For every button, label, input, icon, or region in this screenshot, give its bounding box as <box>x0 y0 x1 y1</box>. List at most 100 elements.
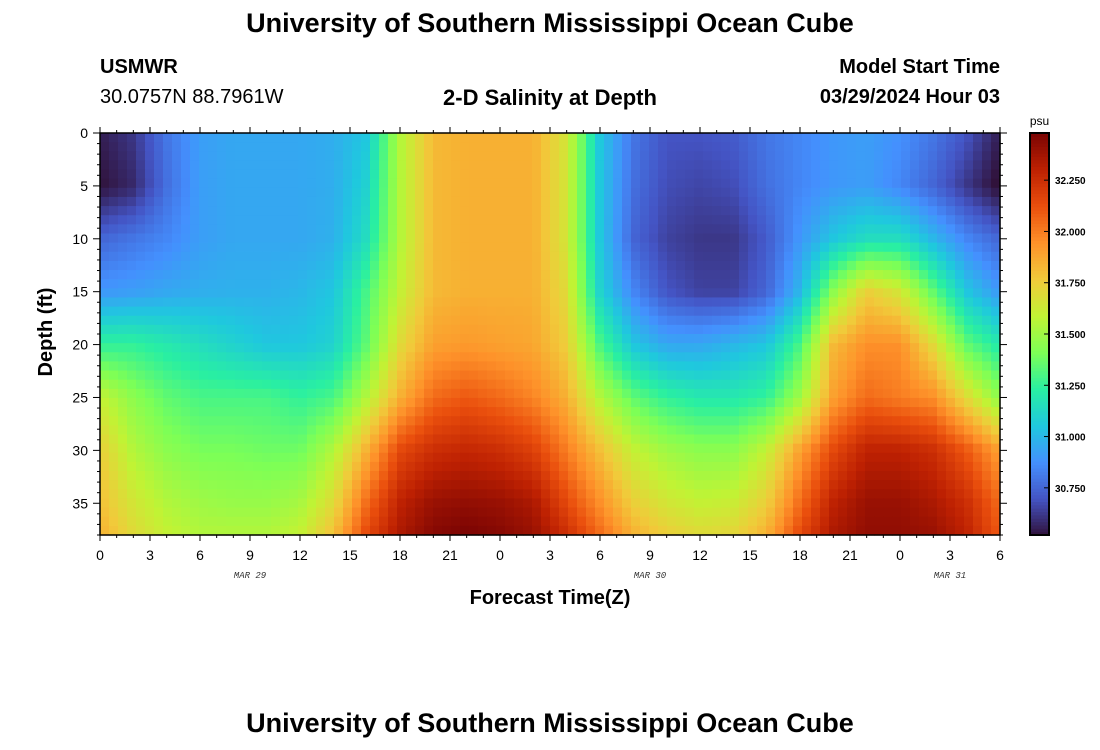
heatmap-cell <box>811 461 821 472</box>
heatmap-cell <box>865 361 875 372</box>
colorbar-swatch <box>1030 263 1049 268</box>
heatmap-cell <box>532 388 542 399</box>
heatmap-cell <box>856 434 866 445</box>
heatmap-cell <box>892 233 902 244</box>
heatmap-cell <box>271 425 281 436</box>
heatmap-cell <box>937 461 947 472</box>
heatmap-cell <box>217 397 227 408</box>
heatmap-cell <box>172 224 182 235</box>
heatmap-cell <box>865 425 875 436</box>
heatmap-cell <box>145 461 155 472</box>
heatmap-cell <box>523 151 533 162</box>
heatmap-cell <box>280 434 290 445</box>
heatmap-cell <box>298 169 308 180</box>
heatmap-cell <box>901 507 911 518</box>
heatmap-cell <box>478 516 488 527</box>
heatmap-cell <box>901 260 911 271</box>
heatmap-cell <box>307 343 317 353</box>
heatmap-cell <box>928 471 938 481</box>
heatmap-cell <box>829 133 839 143</box>
heatmap-cell <box>640 206 650 216</box>
heatmap-cell <box>586 306 596 317</box>
heatmap-cell <box>388 270 398 280</box>
heatmap-cell <box>190 480 200 490</box>
heatmap-cell <box>406 133 416 143</box>
heatmap-cell <box>397 151 407 162</box>
heatmap-cell <box>280 443 290 454</box>
heatmap-cell <box>100 434 110 445</box>
heatmap-cell <box>514 361 524 372</box>
heatmap-cell <box>829 507 839 518</box>
heatmap-cell <box>991 516 1001 527</box>
heatmap-cell <box>955 169 965 180</box>
heatmap-cell <box>181 288 191 299</box>
heatmap-cell <box>775 489 785 500</box>
heatmap-cell <box>658 151 668 162</box>
heatmap-cell <box>136 142 146 152</box>
heatmap-cell <box>559 242 569 253</box>
heatmap-cell <box>541 206 551 216</box>
heatmap-cell <box>451 461 461 472</box>
heatmap-cell <box>523 471 533 481</box>
heatmap-cell <box>874 251 884 262</box>
heatmap-cell <box>118 178 128 189</box>
colorbar-swatch <box>1030 461 1049 466</box>
heatmap-cell <box>631 498 641 509</box>
heatmap-cell <box>784 343 794 353</box>
heatmap-cell <box>532 498 542 509</box>
heatmap-cell <box>433 434 443 445</box>
heatmap-cell <box>172 160 182 171</box>
heatmap-cell <box>991 434 1001 445</box>
heatmap-cell <box>802 133 812 143</box>
heatmap-cell <box>244 151 254 162</box>
heatmap-cell <box>496 388 506 399</box>
heatmap-cell <box>514 288 524 299</box>
heatmap-cell <box>595 397 605 408</box>
heatmap-cell <box>208 196 218 207</box>
heatmap-cell <box>676 233 686 244</box>
heatmap-cell <box>100 407 110 417</box>
heatmap-cell <box>118 270 128 280</box>
heatmap-cell <box>550 379 560 390</box>
heatmap-cell <box>595 151 605 162</box>
heatmap-cell <box>991 443 1001 454</box>
heatmap-cell <box>226 498 236 509</box>
heatmap-cell <box>406 334 416 344</box>
heatmap-cell <box>370 334 380 344</box>
heatmap-cell <box>451 178 461 189</box>
heatmap-cell <box>325 334 335 344</box>
heatmap-cell <box>118 334 128 344</box>
heatmap-cell <box>352 288 362 299</box>
heatmap-cell <box>676 489 686 500</box>
heatmap-cell <box>784 178 794 189</box>
model-start-label: Model Start Time <box>839 56 1000 78</box>
heatmap-cell <box>685 434 695 445</box>
heatmap-cell <box>640 334 650 344</box>
heatmap-cell <box>442 151 452 162</box>
heatmap-cell <box>109 343 119 353</box>
heatmap-cell <box>136 480 146 490</box>
colorbar-swatch <box>1030 501 1049 506</box>
heatmap-cell <box>172 489 182 500</box>
heatmap-cell <box>217 196 227 207</box>
heatmap-cell <box>487 352 497 363</box>
heatmap-cell <box>892 343 902 353</box>
heatmap-cell <box>181 169 191 180</box>
heatmap-cell <box>388 352 398 363</box>
heatmap-cell <box>316 233 326 244</box>
heatmap-cell <box>964 452 974 463</box>
heatmap-cell <box>379 480 389 490</box>
heatmap-cell <box>379 178 389 189</box>
heatmap-cell <box>892 279 902 289</box>
heatmap-cell <box>586 516 596 527</box>
heatmap-cell <box>487 507 497 518</box>
heatmap-cell <box>676 425 686 436</box>
heatmap-cell <box>217 315 227 326</box>
heatmap-cell <box>946 434 956 445</box>
heatmap-cell <box>397 196 407 207</box>
heatmap-cell <box>118 434 128 445</box>
heatmap-cell <box>883 343 893 353</box>
heatmap-cell <box>982 498 992 509</box>
heatmap-cell <box>991 215 1001 225</box>
heatmap-cell <box>487 471 497 481</box>
